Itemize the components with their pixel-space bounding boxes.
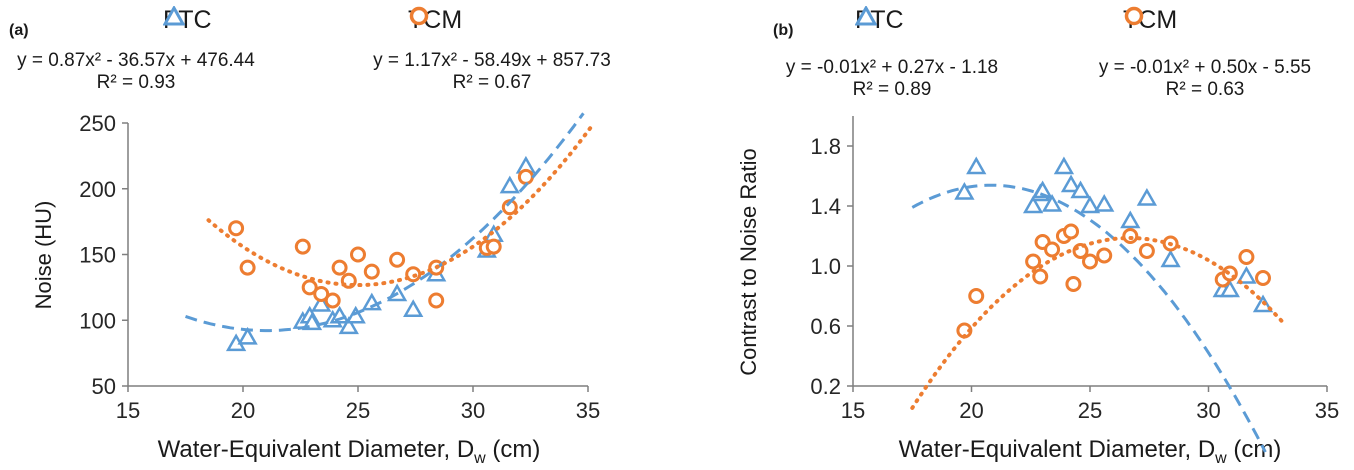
data-point-ftc (1032, 180, 1053, 199)
circle-marker-icon (409, 6, 429, 26)
circle-marker-icon (1124, 6, 1144, 26)
data-point-ftc (338, 316, 359, 335)
x-tick-label: 25 (1078, 398, 1102, 423)
x-tick-label: 15 (116, 398, 140, 423)
data-point-tcm (294, 238, 311, 255)
data-point-tcm (1032, 268, 1049, 285)
data-point-tcm (1065, 276, 1082, 292)
data-point-tcm (968, 288, 985, 304)
triangle-marker-icon (163, 6, 185, 26)
y-tick-label: 250 (79, 111, 116, 136)
data-point-tcm (485, 238, 502, 255)
trendline-ftc (911, 183, 1267, 453)
data-point-ftc (1041, 193, 1063, 212)
panel-label: (b) (773, 22, 794, 39)
x-tick-label: 25 (346, 398, 370, 423)
data-point-tcm (1255, 270, 1272, 286)
data-point-tcm (324, 292, 341, 309)
data-point-ftc (954, 181, 975, 200)
data-point-ftc (1236, 265, 1257, 284)
legend-item-ftc: FTC (855, 6, 904, 34)
data-point-ftc (1120, 210, 1141, 229)
legend-item-ftc: FTC (163, 6, 212, 34)
data-point-ftc (1060, 174, 1082, 193)
trendline-tcm (910, 235, 1287, 410)
data-point-tcm (301, 279, 318, 296)
y-tick-label: 0.2 (810, 374, 841, 399)
y-tick-label: 1.0 (810, 254, 841, 279)
data-point-ftc (311, 293, 332, 312)
plot-area: 50 100 150 200 250 15 20 25 30 35 (79, 111, 600, 423)
legend-item-tcm: TCM (408, 6, 462, 34)
chart-panel-a: (a) FTC TCM y = 0.87x² - 36.57x + 476.44… (9, 6, 611, 467)
x-tick-label: 30 (1196, 398, 1220, 423)
data-point-tcm (350, 246, 366, 263)
data-point-tcm (1096, 247, 1113, 264)
x-tick-label: 35 (1315, 398, 1339, 423)
legend-item-tcm: TCM (1123, 6, 1177, 34)
trendline-equation-ftc: y = 0.87x² - 36.57x + 476.44 R² = 0.93 (17, 50, 255, 93)
data-point-tcm (239, 259, 256, 276)
data-point-tcm (1138, 243, 1155, 259)
data-point-ftc (1094, 193, 1115, 212)
triangle-marker-icon (855, 6, 877, 26)
x-tick-label: 35 (576, 398, 600, 423)
data-point-tcm (428, 292, 445, 309)
data-point-tcm (1025, 253, 1042, 270)
data-point-tcm (1044, 241, 1061, 258)
x-tick-label: 20 (231, 398, 255, 423)
data-point-tcm (517, 168, 534, 185)
data-point-ftc (966, 156, 987, 175)
y-tick-label: 200 (79, 177, 116, 202)
x-axis-title: Water-Equivalent Diameter, Dw (cm) (157, 436, 541, 467)
data-point-ftc (1022, 195, 1044, 214)
data-point-ftc (345, 305, 366, 324)
data-point-ftc (1070, 180, 1091, 199)
y-tick-label: 100 (79, 308, 116, 333)
trendline-ftc (185, 112, 585, 333)
x-tick-label: 30 (461, 398, 485, 423)
data-point-tcm (331, 259, 348, 276)
data-point-tcm (228, 220, 245, 237)
data-point-tcm (389, 251, 406, 268)
data-point-ftc (1160, 249, 1181, 268)
trendline-equation-tcm: y = -0.01x² + 0.50x - 5.55 R² = 0.63 (1098, 57, 1312, 100)
trendline-tcm (206, 122, 595, 288)
data-point-tcm (1082, 253, 1098, 270)
chart-panel-b: (b) FTC TCM y = -0.01x² + 0.27x - 1.18 R… (677, 0, 1354, 470)
y-tick-label: 1.8 (810, 134, 841, 159)
data-point-tcm (363, 263, 380, 280)
y-tick-label: 1.4 (810, 194, 841, 219)
trendline-equation-tcm: y = 1.17x² - 58.49x + 857.73 R² = 0.67 (373, 50, 611, 93)
data-point-tcm (1122, 228, 1139, 244)
data-point-ftc (1219, 279, 1240, 298)
data-point-ftc (1053, 156, 1075, 175)
panel-label: (a) (9, 22, 29, 39)
plot-area: 0.2 0.6 1.0 1.4 1.8 15 20 25 30 35 (810, 116, 1339, 453)
data-point-tcm (313, 285, 330, 302)
x-tick-label: 20 (959, 398, 983, 423)
trendline-equation-ftc: y = -0.01x² + 0.27x - 1.18 R² = 0.89 (785, 57, 999, 100)
data-point-ftc (403, 299, 424, 317)
data-point-tcm (1238, 249, 1255, 265)
data-point-tcm (1063, 223, 1080, 240)
x-tick-label: 15 (841, 398, 865, 423)
y-tick-label: 150 (79, 243, 116, 268)
data-point-ftc (1136, 187, 1158, 206)
data-point-ftc (499, 175, 520, 194)
data-point-ftc (1079, 195, 1101, 214)
y-tick-label: 50 (92, 374, 116, 399)
y-tick-label: 0.6 (810, 314, 841, 339)
x-axis-title: Water-Equivalent Diameter, Dw (cm) (898, 436, 1282, 467)
data-point-ftc (237, 326, 258, 345)
